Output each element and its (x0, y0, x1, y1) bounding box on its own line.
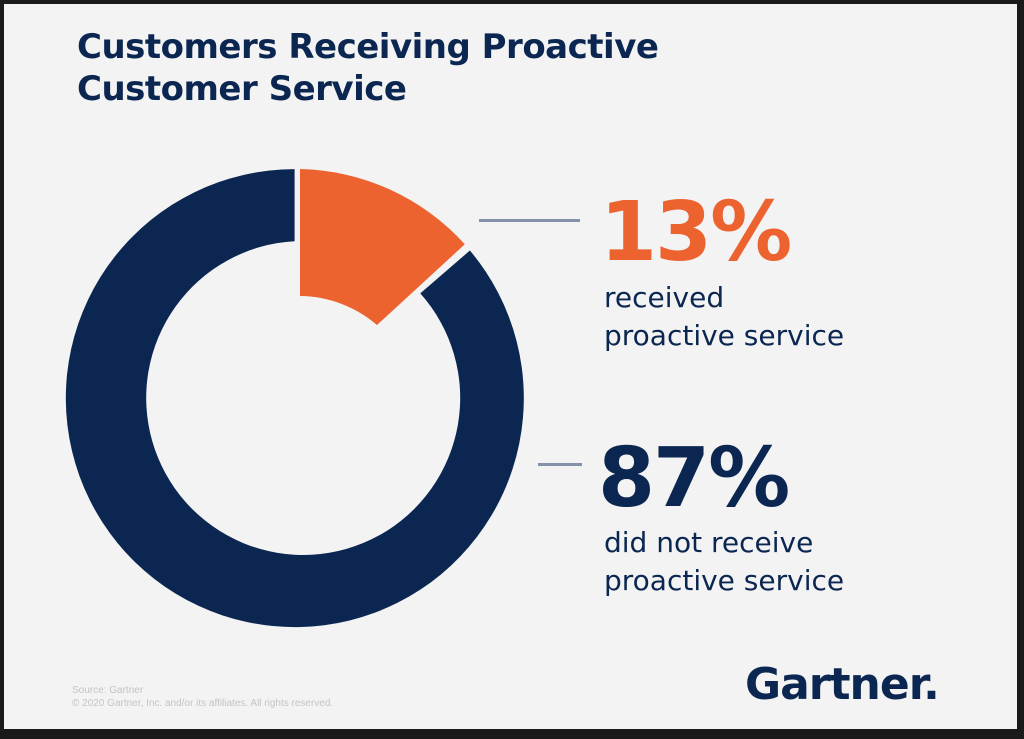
source-text: Source: Gartner (72, 685, 144, 696)
percent-received: 13% (600, 185, 792, 280)
percent-not-received: 87% (598, 431, 790, 526)
gartner-logo: Gartner. (745, 659, 940, 710)
source-note: Source: Gartner © 2020 Gartner, Inc. and… (72, 684, 333, 710)
label-received: received proactive service (604, 279, 844, 355)
leader-line-received (479, 219, 580, 222)
chart-title: Customers Receiving Proactive Customer S… (77, 26, 659, 110)
chart-title-line-1: Customers Receiving Proactive (77, 27, 659, 67)
label-received-line-2: proactive service (604, 319, 845, 352)
donut-segment-received (300, 169, 465, 325)
donut-segment-not-received (65, 169, 524, 628)
label-not-received: did not receive proactive service (604, 524, 844, 600)
label-received-line-1: received (604, 281, 725, 314)
copyright-text: © 2020 Gartner, Inc. and/or its affiliat… (72, 698, 334, 709)
leader-line-not-received (538, 463, 582, 466)
label-not-received-line-2: proactive service (604, 564, 845, 597)
label-not-received-line-1: did not receive (604, 526, 814, 559)
chart-title-line-2: Customer Service (77, 69, 407, 109)
